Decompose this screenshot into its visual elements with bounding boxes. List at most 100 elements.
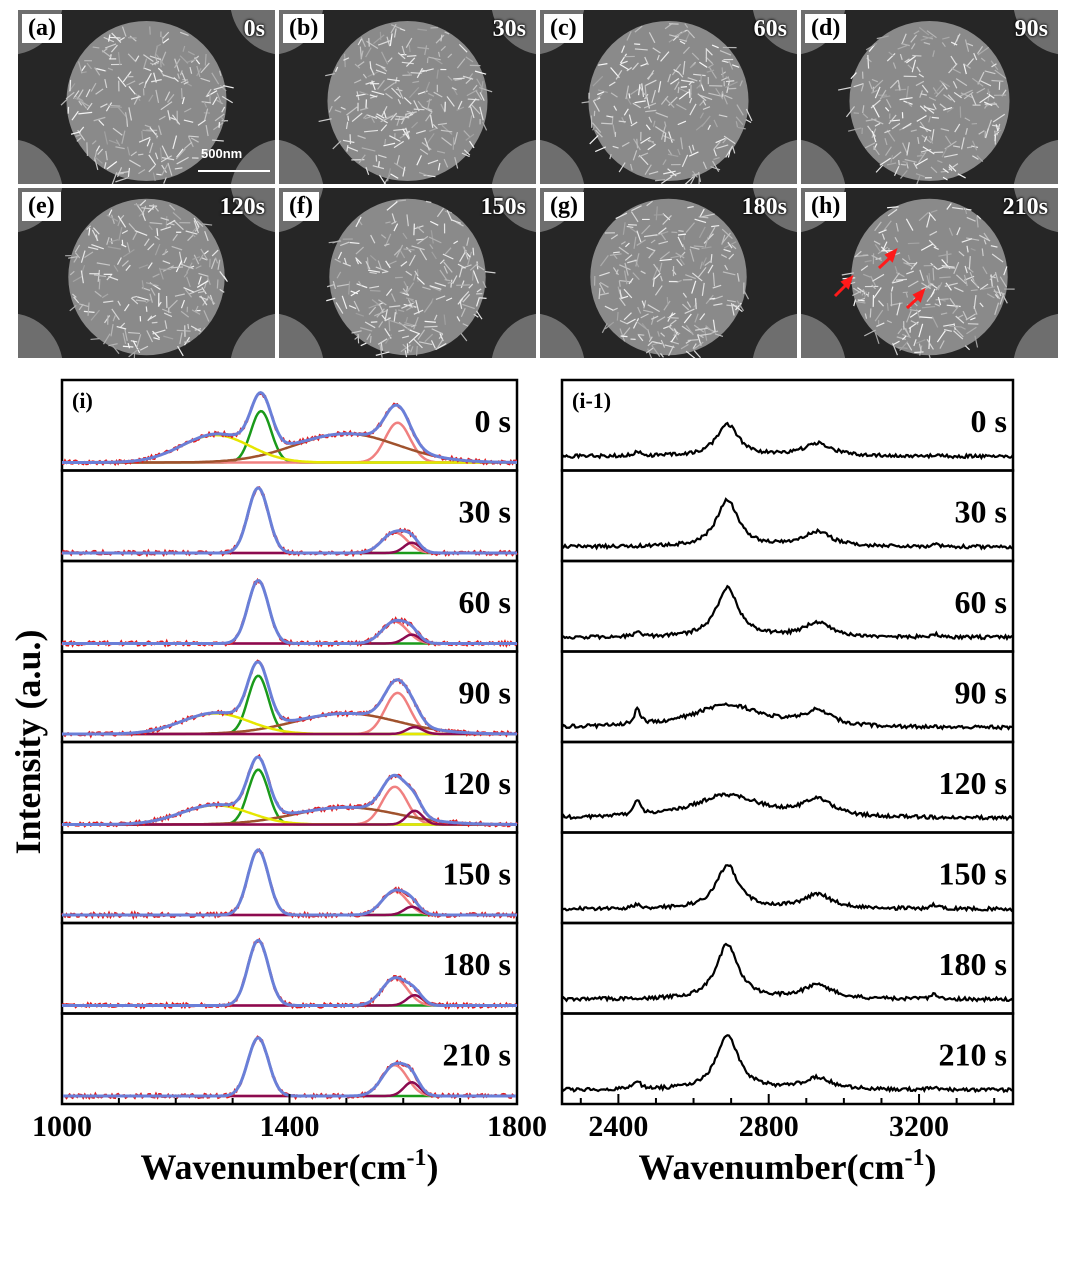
sem-flake bbox=[378, 161, 380, 167]
sem-flake bbox=[154, 243, 161, 256]
sem-flake bbox=[101, 49, 112, 58]
sem-flake bbox=[428, 56, 441, 61]
sem-flake bbox=[418, 171, 428, 177]
sem-flake bbox=[357, 135, 366, 140]
sem-flake bbox=[457, 297, 464, 305]
sem-flake bbox=[440, 129, 453, 133]
sem-flake bbox=[648, 116, 653, 123]
sem-flake bbox=[467, 98, 480, 101]
sem-flake bbox=[886, 319, 892, 324]
sem-flake bbox=[162, 31, 170, 40]
series-label: 60 s bbox=[955, 584, 1007, 620]
sem-flake bbox=[860, 265, 869, 272]
sem-flake bbox=[853, 299, 857, 307]
sem-flake bbox=[423, 301, 433, 313]
sem-flake bbox=[875, 164, 884, 173]
sem-flake bbox=[177, 345, 184, 357]
sem-flake bbox=[416, 226, 425, 234]
sem-flake bbox=[935, 284, 941, 291]
sem-flake bbox=[636, 239, 646, 246]
sem-flake bbox=[918, 343, 923, 353]
sem-flake bbox=[952, 206, 964, 210]
sem-flake bbox=[384, 317, 392, 322]
sem-flake bbox=[160, 101, 173, 111]
sem-flake bbox=[411, 121, 419, 129]
sem-flake bbox=[474, 70, 487, 75]
sem-flake bbox=[143, 67, 152, 72]
sem-flake bbox=[424, 333, 434, 343]
sem-flake bbox=[454, 156, 459, 169]
sem-panel-label: (d) bbox=[805, 14, 847, 43]
sem-flake bbox=[213, 86, 224, 91]
sem-flake bbox=[192, 256, 201, 260]
sem-flake bbox=[138, 264, 149, 269]
sem-flake bbox=[108, 104, 121, 107]
sem-flake bbox=[664, 121, 667, 127]
sem-flake bbox=[200, 295, 208, 306]
sem-flake bbox=[707, 63, 714, 69]
sem-flake bbox=[918, 26, 930, 36]
sem-flake bbox=[152, 329, 166, 335]
sem-flake bbox=[93, 151, 98, 162]
sem-flake bbox=[701, 213, 715, 218]
sem-flake bbox=[904, 158, 917, 163]
sem-flake bbox=[401, 302, 414, 309]
sem-flake bbox=[205, 125, 209, 137]
sem-flake bbox=[98, 119, 105, 126]
sem-flake bbox=[919, 316, 934, 319]
sem-flake bbox=[436, 150, 446, 154]
sem-flake bbox=[428, 127, 437, 132]
sem-flake bbox=[439, 269, 448, 281]
sem-flake bbox=[906, 102, 913, 108]
sem-flake bbox=[894, 266, 898, 273]
sem-flake bbox=[166, 219, 176, 226]
sem-flake bbox=[194, 305, 199, 312]
sem-flake bbox=[662, 159, 667, 166]
sem-flake bbox=[409, 298, 416, 304]
sem-flake bbox=[117, 215, 127, 228]
sem-flake bbox=[389, 33, 393, 47]
sem-flake bbox=[930, 209, 938, 214]
sem-flake bbox=[923, 136, 928, 143]
sem-flake bbox=[989, 273, 997, 281]
sem-flake bbox=[462, 303, 475, 310]
sem-flake bbox=[598, 288, 601, 300]
sem-flake bbox=[117, 52, 121, 66]
sem-flake bbox=[660, 126, 666, 140]
sem-flake bbox=[440, 34, 443, 42]
sem-flake bbox=[155, 132, 158, 139]
sem-flake bbox=[633, 236, 637, 249]
sem-flake bbox=[676, 103, 687, 111]
sem-flake bbox=[375, 69, 387, 75]
sem-flake bbox=[104, 43, 117, 49]
sem-flake bbox=[446, 209, 453, 222]
sem-flake bbox=[628, 114, 633, 125]
sem-flake bbox=[686, 29, 696, 39]
sem-flake bbox=[699, 208, 705, 218]
sem-flake bbox=[838, 86, 851, 91]
sem-flake bbox=[108, 139, 119, 145]
sem-flake bbox=[906, 142, 910, 156]
sem-flake bbox=[611, 115, 614, 125]
sem-flake bbox=[967, 42, 974, 47]
sem-flake bbox=[101, 293, 109, 299]
sem-panel-a: (a) 0s 500nm bbox=[18, 10, 275, 184]
sem-flake bbox=[409, 86, 420, 99]
sem-flake bbox=[960, 89, 973, 97]
sem-flake bbox=[919, 125, 932, 132]
sem-flake bbox=[138, 168, 146, 175]
sem-flake bbox=[378, 303, 384, 313]
sem-flake bbox=[973, 295, 977, 310]
sem-flake bbox=[861, 290, 866, 296]
sem-flake bbox=[964, 265, 968, 274]
spectrum-frame bbox=[560, 650, 1015, 744]
sem-flake bbox=[635, 253, 640, 267]
sem-flake bbox=[325, 73, 335, 77]
sem-flake bbox=[217, 259, 221, 270]
red-arrow-head bbox=[884, 248, 898, 263]
sem-flake bbox=[95, 145, 101, 152]
sem-flake bbox=[621, 295, 629, 299]
sem-flake bbox=[190, 325, 202, 333]
sem-flake bbox=[476, 310, 483, 320]
sem-flake bbox=[601, 323, 608, 334]
